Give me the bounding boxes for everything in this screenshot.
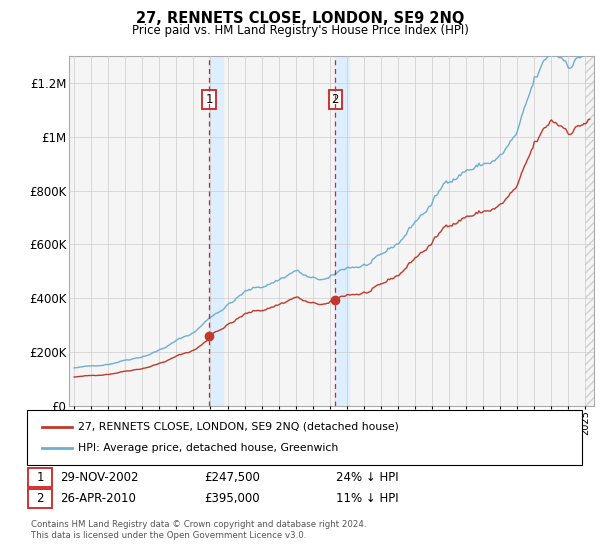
Text: HPI: Average price, detached house, Greenwich: HPI: Average price, detached house, Gree… [78, 443, 338, 453]
Text: 26-APR-2010: 26-APR-2010 [60, 492, 136, 505]
Text: £395,000: £395,000 [204, 492, 260, 505]
Text: 11% ↓ HPI: 11% ↓ HPI [336, 492, 398, 505]
Text: 27, RENNETS CLOSE, LONDON, SE9 2NQ (detached house): 27, RENNETS CLOSE, LONDON, SE9 2NQ (deta… [78, 422, 399, 432]
Text: Price paid vs. HM Land Registry's House Price Index (HPI): Price paid vs. HM Land Registry's House … [131, 24, 469, 37]
Text: 1: 1 [37, 470, 44, 484]
Text: 2: 2 [37, 492, 44, 505]
Text: Contains HM Land Registry data © Crown copyright and database right 2024.
This d: Contains HM Land Registry data © Crown c… [31, 520, 367, 540]
Text: £247,500: £247,500 [204, 470, 260, 484]
Text: 27, RENNETS CLOSE, LONDON, SE9 2NQ: 27, RENNETS CLOSE, LONDON, SE9 2NQ [136, 11, 464, 26]
Text: 2: 2 [331, 94, 339, 106]
Bar [335, 56, 349, 406]
Text: 1: 1 [205, 94, 212, 106]
Bar [209, 56, 223, 406]
Text: 24% ↓ HPI: 24% ↓ HPI [336, 470, 398, 484]
Text: 29-NOV-2002: 29-NOV-2002 [60, 470, 139, 484]
